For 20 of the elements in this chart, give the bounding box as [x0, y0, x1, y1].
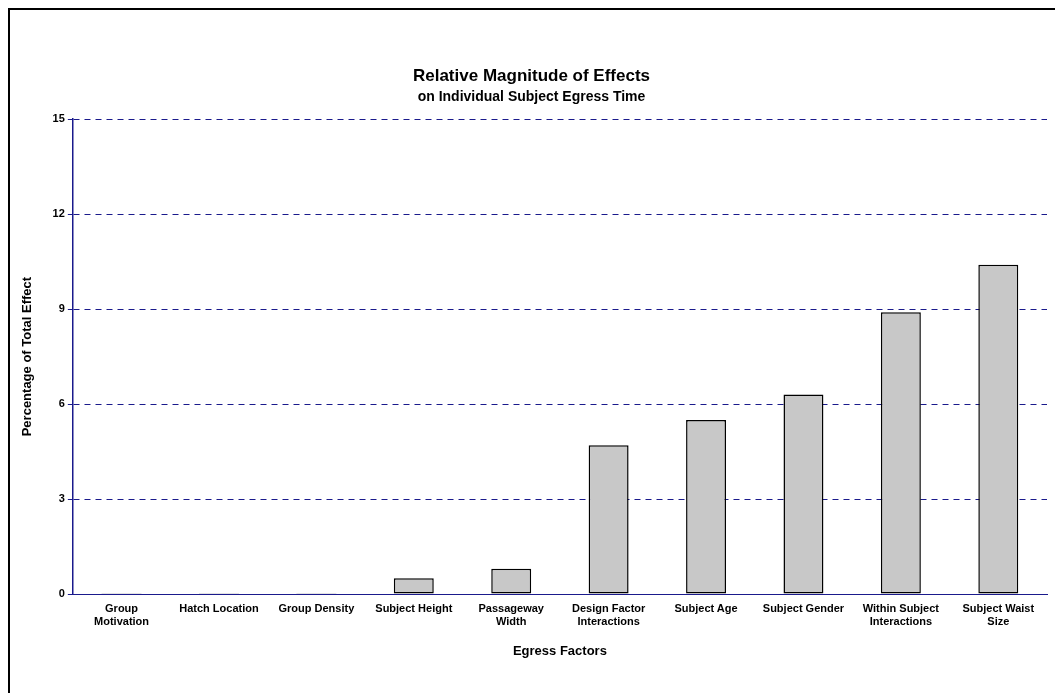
- x-tick-label: Subject Waist Size: [962, 601, 1035, 627]
- x-tick-label: Within Subject Interactions: [862, 601, 940, 627]
- x-tick-label: Group Motivation: [94, 601, 150, 627]
- y-tick-label: 3: [58, 492, 65, 505]
- y-tick-label: 15: [52, 112, 65, 125]
- x-tick-label: Group Density: [278, 601, 356, 614]
- chart-title: Relative Magnitude of Effects: [412, 65, 651, 85]
- x-tick-label: Subject Gender: [762, 601, 845, 614]
- x-axis-title: Egress Factors: [512, 642, 607, 658]
- x-tick-label: Design Factor Interactions: [571, 601, 647, 627]
- y-tick-label: 0: [58, 587, 65, 600]
- chart-subtitle: on Individual Subject Egress Time: [417, 87, 646, 104]
- x-tick-label: Passageway Width: [478, 601, 545, 627]
- y-tick-label: 12: [52, 207, 65, 220]
- y-tick-label: 9: [58, 302, 65, 315]
- y-axis-title: Percentage of Total Effect: [19, 276, 35, 437]
- x-tick-label: Hatch Location: [179, 601, 259, 614]
- y-tick-label: 6: [58, 397, 65, 410]
- x-tick-label: Subject Age: [674, 601, 738, 614]
- x-tick-label: Subject Height: [375, 601, 453, 614]
